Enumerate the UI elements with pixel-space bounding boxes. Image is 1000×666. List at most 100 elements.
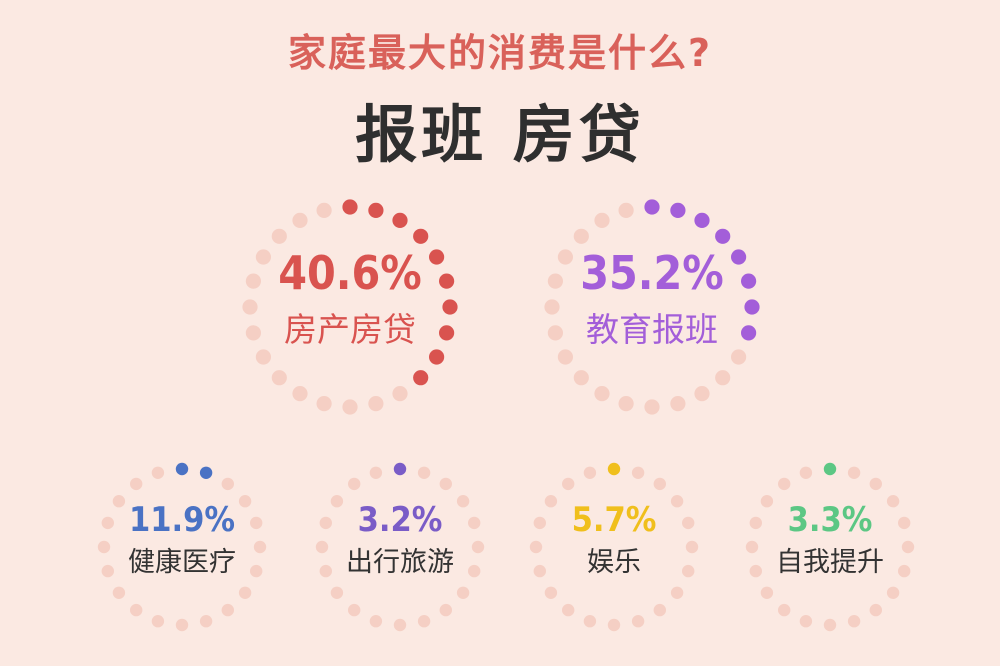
track-dot [547,325,564,341]
track-dot [670,586,684,599]
track-dot [112,495,126,508]
track-dot [199,615,213,628]
track-dot [653,477,666,491]
track-dot [869,477,882,491]
track-dot [238,586,252,599]
track-dot [594,212,610,228]
track-dot [670,495,684,508]
track-dot [533,516,546,530]
track-dot [685,540,699,554]
track-dot [583,466,597,479]
progress-dot [731,249,747,265]
track-dot [618,396,634,412]
track-dot [456,495,470,508]
track-dot [670,396,686,412]
track-dot [544,586,558,599]
progress-dot [607,462,621,476]
progress-dot [413,370,429,386]
track-dot [250,564,263,578]
track-dot [348,477,361,491]
progress-dot [368,202,384,218]
progress-dot [644,199,660,215]
track-dot [823,618,837,632]
track-dot [749,516,762,530]
value-label: 11.9% [129,500,235,540]
track-dot [151,615,165,628]
track-dot [101,564,115,578]
track-dot [529,540,543,554]
track-dot [151,466,165,479]
track-dot [886,586,900,599]
track-dot [847,466,861,479]
track-dot [97,540,111,554]
track-dot [682,564,695,578]
track-dot [245,273,261,289]
progress-dot [439,273,455,289]
value-label: 40.6% [278,246,422,300]
category-label: 自我提升 [776,547,884,578]
track-dot [101,516,115,530]
track-dot [330,586,344,599]
track-dot [369,615,383,628]
value-label: 35.2% [580,246,724,300]
track-dot [901,540,915,554]
track-dot [778,477,791,491]
track-dot [392,386,408,402]
track-dot [594,386,610,402]
track-dot [417,466,431,479]
track-dot [557,349,574,365]
track-dot [250,516,263,530]
ring-6: 3.3% 自我提升 [745,462,915,632]
progress-dot [715,228,731,244]
progress-dot [413,228,429,244]
track-dot [557,249,574,265]
category-label: 娱乐 [587,547,641,578]
track-dot [547,273,564,289]
track-dot [898,516,911,530]
track-dot [221,477,234,491]
progress-dot [429,249,445,265]
category-label: 健康医疗 [128,547,236,578]
ring-5: 5.7% 娱乐 [529,462,699,632]
progress-dot [439,325,455,341]
category-label: 出行旅游 [346,547,454,578]
track-dot [271,370,287,386]
track-dot [468,564,481,578]
ring-1: 40.6% 房产房贷 [242,199,458,415]
progress-dot [392,212,408,228]
track-dot [112,586,126,599]
track-dot [760,495,774,508]
track-dot [316,396,332,412]
track-dot [238,495,252,508]
track-dot [799,615,813,628]
track-dot [255,249,271,265]
track-dot [348,603,361,617]
track-dot [607,618,621,632]
track-dot [869,603,882,617]
track-dot [799,466,813,479]
track-dot [368,396,384,412]
track-dot [544,299,560,315]
track-dot [618,202,634,218]
track-dot [393,618,407,632]
track-dot [292,212,308,228]
progress-dot [199,466,213,479]
track-dot [886,495,900,508]
track-dot [439,477,452,491]
track-dot [573,228,589,244]
track-dot [631,466,645,479]
track-dot [583,615,597,628]
ring-3: 11.9% 健康医疗 [97,462,267,632]
track-dot [573,370,589,386]
category-label: 房产房贷 [284,310,416,349]
ring-4: 3.2% 出行旅游 [315,462,485,632]
progress-dot [741,325,757,341]
track-dot [175,618,189,632]
track-dot [315,540,329,554]
track-dot [342,399,358,415]
value-label: 3.3% [788,500,873,540]
value-label: 3.2% [358,500,443,540]
track-dot [847,615,861,628]
